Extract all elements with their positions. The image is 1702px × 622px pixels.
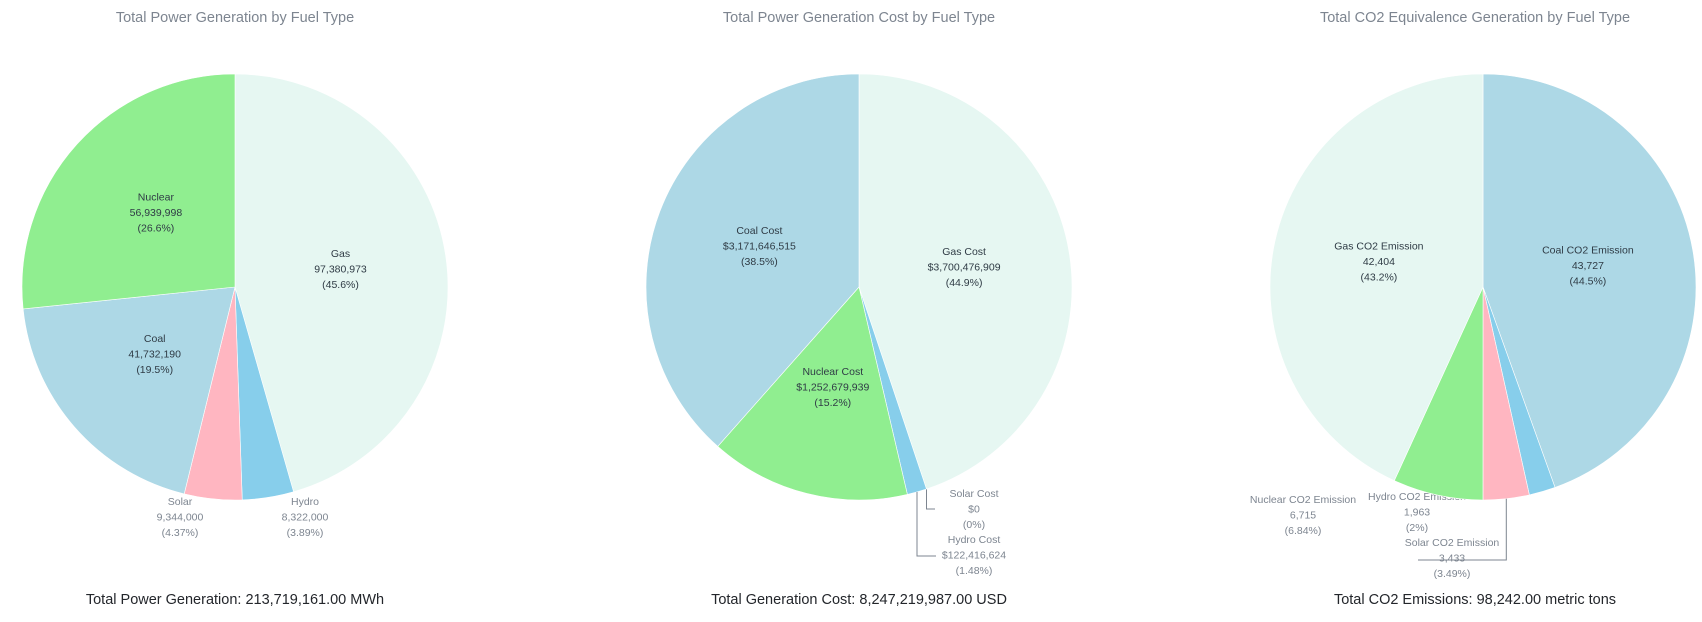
nuclear-slice[interactable] — [21, 73, 236, 310]
solar-data-label: Solar 9,344,000 (4.37%) — [157, 496, 204, 539]
co2-emissions-panel: Total CO2 Equivalence Generation by Fuel… — [1248, 0, 1702, 622]
coal-co2-emission-data-label: Coal CO2 Emission 43,727 (44.5%) — [1542, 245, 1634, 288]
solar-co2-emission-leader-line — [1418, 498, 1507, 561]
total-unit: USD — [976, 592, 1007, 608]
solar-co2-emission-data-label: Solar CO2 Emission 3,433 (3.49%) — [1405, 537, 1500, 580]
coal-co2-emission-slice[interactable] — [1482, 73, 1697, 488]
chart-title: Total Power Generation by Fuel Type — [115, 10, 355, 26]
power-generation-panel: Total Power Generation by Fuel Type Gas 9… — [0, 0, 470, 622]
nuclear-co2-emission-data-label: Nuclear CO2 Emission 6,715 (6.84%) — [1250, 494, 1356, 537]
coal-slice[interactable] — [22, 286, 236, 495]
total-generation-cost: Total Generation Cost: 8,247,219,987.00 … — [624, 592, 1094, 608]
hydro-data-label: Hydro 8,322,000 (3.89%) — [282, 496, 329, 539]
solar-cost-data-label: Solar Cost $0 (0%) — [949, 488, 998, 531]
total-value: 98,242.00 — [1476, 592, 1542, 608]
total-unit: MWh — [350, 592, 385, 608]
gas-cost-slice[interactable] — [858, 73, 1073, 490]
gas-co2-emission-slice[interactable] — [1269, 73, 1484, 482]
nuclear-cost-slice[interactable] — [717, 286, 908, 501]
gas-slice[interactable] — [234, 73, 449, 493]
total-unit: metric tons — [1545, 592, 1617, 608]
coal-cost-slice[interactable] — [645, 73, 860, 447]
chart-title: Total Power Generation Cost by Fuel Type — [722, 10, 996, 26]
coal-cost-data-label: Coal Cost $3,171,646,515 (38.5%) — [723, 225, 796, 268]
coal-data-label: Coal 41,732,190 (19.5%) — [128, 333, 181, 376]
co2-emissions-pie-chart: Coal CO2 Emission 43,727 (44.5%)Hydro CO2 … — [1250, 73, 1697, 580]
hydro-cost-data-label: Hydro Cost $122,416,624 (1.48%) — [942, 534, 1006, 577]
total-value: 213,719,161.00 — [245, 592, 347, 608]
total-co2-emissions: Total CO2 Emissions: 98,242.00 metric to… — [1248, 592, 1702, 608]
generation-cost-panel: Total Power Generation Cost by Fuel Type… — [624, 0, 1094, 622]
chart-title: Total CO2 Equivalence Generation by Fuel… — [1319, 10, 1631, 26]
gas-cost-data-label: Gas Cost $3,700,476,909 (44.9%) — [928, 246, 1001, 289]
power-generation-pie-chart: Gas 97,380,973 (45.6%) Hydro 8,322,000 (3.89%… — [21, 73, 449, 539]
gas-data-label: Gas 97,380,973 (45.6%) — [314, 248, 367, 291]
total-label: Total Power Generation: — [85, 592, 242, 608]
hydro-cost-leader-line — [916, 492, 936, 557]
total-power-generation: Total Power Generation: 213,719,161.00 M… — [0, 592, 470, 608]
gas-co2-emission-data-label: Gas CO2 Emission 42,404 (43.2%) — [1334, 240, 1423, 283]
nuclear-data-label: Nuclear 56,939,998 (26.6%) — [130, 192, 183, 235]
nuclear-cost-data-label: Nuclear Cost $1,252,679,939 (15.2%) — [796, 366, 869, 409]
total-value: 8,247,219,987.00 — [859, 592, 973, 608]
total-label: Total Generation Cost: — [711, 592, 856, 608]
total-label: Total CO2 Emissions: — [1333, 592, 1473, 608]
solar-cost-leader-line — [926, 489, 935, 510]
generation-cost-pie-chart: Gas Cost $3,700,476,909 (44.9%) Solar Cost $… — [645, 73, 1073, 577]
